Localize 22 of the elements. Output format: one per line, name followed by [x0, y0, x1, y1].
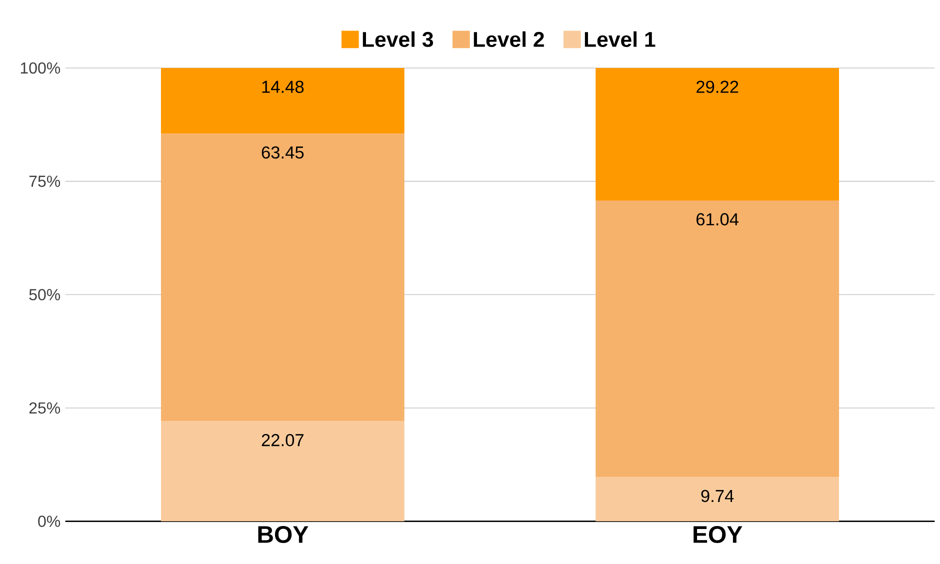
- y-tick-label: 50%: [29, 288, 60, 300]
- bar: [160, 68, 404, 134]
- y-tick-label: 25%: [29, 402, 60, 414]
- legend-label: Level 3: [362, 31, 434, 48]
- y-tick-label: 100%: [20, 62, 60, 74]
- legend-label: Level 1: [584, 31, 656, 48]
- legend-label: Level 2: [474, 31, 544, 48]
- y-tick-label: 75%: [29, 176, 60, 187]
- data-label: 29.22: [696, 80, 738, 93]
- data-label: 63.45: [262, 146, 304, 159]
- bar: [596, 200, 840, 478]
- data-label: 61.04: [696, 213, 739, 226]
- bar: [596, 68, 840, 200]
- data-label: 14.48: [262, 80, 304, 93]
- data-label: 9.74: [701, 490, 734, 502]
- data-label: 22.07: [262, 434, 304, 446]
- x-tick-label: BOY: [258, 526, 308, 544]
- bar: [160, 134, 404, 422]
- bar: [596, 477, 840, 522]
- x-tick-label: EOY: [694, 526, 742, 544]
- bar: [160, 421, 404, 522]
- y-tick-label: 0%: [38, 516, 60, 527]
